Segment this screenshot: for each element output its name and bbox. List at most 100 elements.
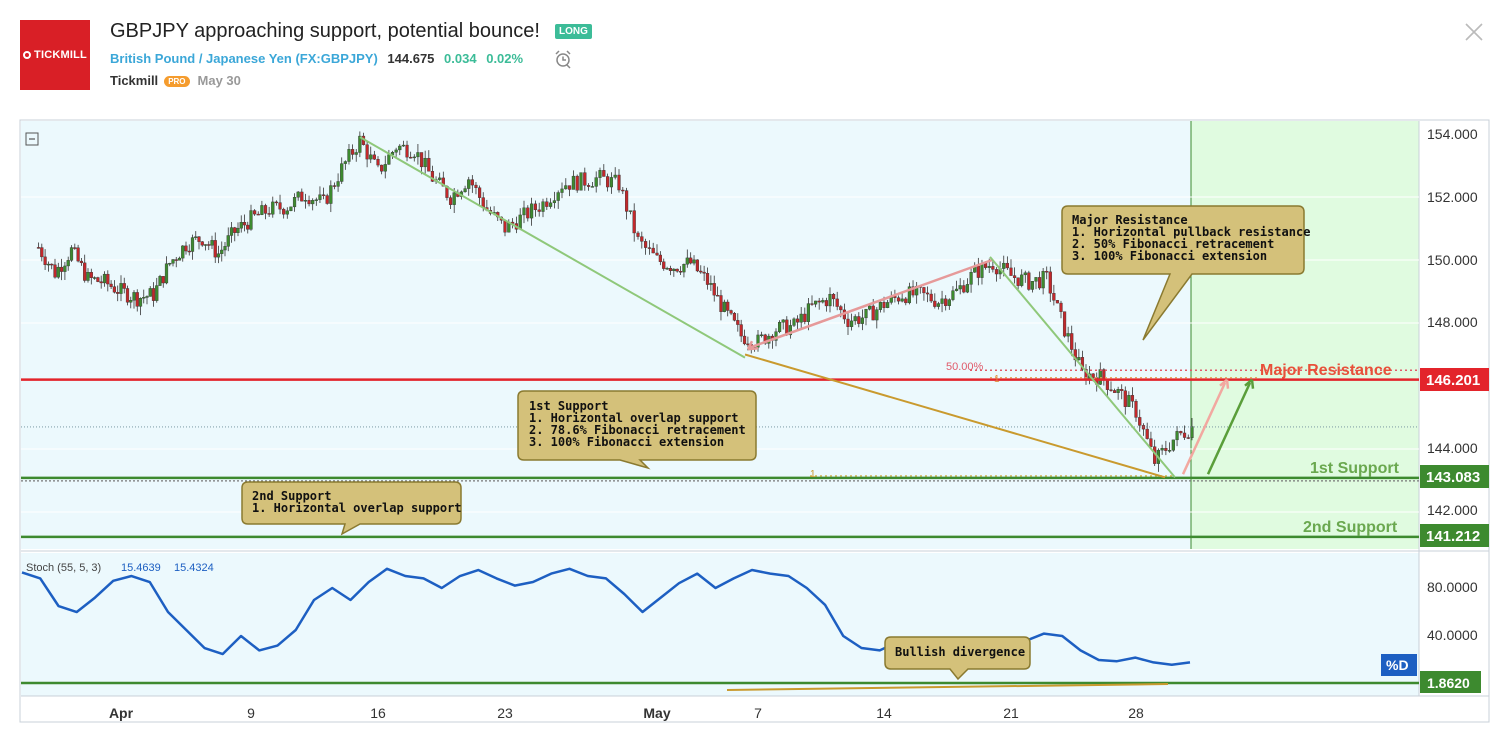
candle-body — [102, 273, 107, 284]
candle-body — [92, 277, 97, 279]
second-support-price-tag — [1420, 524, 1489, 547]
major-resistance-price: 146.201 — [1426, 372, 1480, 389]
down-leg-2 — [989, 256, 1176, 478]
first-support-price: 143.083 — [1426, 469, 1480, 486]
candle-body — [1175, 431, 1179, 441]
candle-body — [1105, 380, 1110, 390]
candle-body — [537, 209, 541, 212]
candle-body — [878, 301, 882, 310]
candle-body — [296, 191, 300, 198]
candle-body — [1034, 277, 1038, 282]
candle-body — [438, 177, 442, 180]
candle-body — [1005, 262, 1009, 269]
candle-body — [936, 303, 941, 307]
candle-body — [896, 297, 901, 302]
author-name[interactable]: Tickmill — [110, 73, 159, 88]
candle-body — [398, 145, 402, 151]
candle-body — [470, 179, 474, 186]
candle-body — [210, 240, 214, 246]
alarm-clock-icon[interactable] — [553, 49, 573, 69]
tickmill-logo[interactable]: TICKMILL — [20, 20, 90, 90]
close-icon[interactable] — [1464, 22, 1484, 42]
candle-body — [177, 257, 182, 261]
candle-body — [164, 263, 169, 284]
candle-body — [394, 149, 398, 153]
candle-body — [875, 309, 879, 321]
candle-body — [278, 202, 282, 210]
time-tick-label: 28 — [1128, 705, 1144, 721]
candle-body — [187, 250, 191, 253]
candle-body — [441, 177, 445, 187]
candle-body — [66, 260, 70, 267]
candle-body — [271, 201, 275, 215]
collapse-pane-icon[interactable] — [25, 132, 39, 146]
candle-body — [962, 285, 966, 293]
candle-body — [267, 213, 271, 215]
candle-body — [651, 247, 655, 254]
candle-body — [145, 296, 149, 298]
candle-body — [36, 247, 41, 249]
candle-body — [526, 207, 530, 219]
price-change: 0.034 — [444, 51, 477, 66]
candle-body — [606, 176, 610, 188]
candle-body — [347, 149, 351, 162]
candle-body — [792, 318, 796, 326]
candle-body — [991, 266, 995, 270]
candle-body — [380, 164, 384, 172]
candle-body — [99, 281, 103, 284]
candle-body — [43, 256, 47, 265]
time-tick-label: 23 — [497, 705, 513, 721]
candle-body — [63, 265, 67, 272]
candle-body — [282, 208, 286, 215]
candle-body — [702, 271, 706, 274]
candle-body — [1066, 333, 1070, 337]
stoch-indicator-name[interactable]: Stoch (55, 5, 3) — [26, 562, 101, 574]
stoch-d-badge-box — [1381, 654, 1417, 676]
candle-body — [155, 285, 159, 301]
candle-body — [583, 172, 587, 186]
logo-text: TICKMILL — [34, 49, 87, 61]
second-support-callout-box — [241, 481, 462, 536]
candle-body — [821, 300, 825, 303]
candle-body — [274, 201, 278, 204]
symbol-ticker-link[interactable]: (FX:GBPJPY) — [295, 51, 378, 66]
major-resistance-label: Major Resistance — [1260, 362, 1392, 379]
candle-body — [112, 286, 116, 293]
candle-body — [292, 197, 297, 208]
candle-body — [922, 287, 926, 294]
candle-body — [947, 299, 951, 306]
price-axis: 154.000 152.000 150.000 148.000 144.000 … — [1381, 126, 1489, 693]
candle-body — [119, 283, 123, 294]
candle-body — [736, 320, 740, 325]
publish-date: May 30 — [197, 73, 241, 88]
candle-body — [1041, 271, 1045, 289]
candle-body — [545, 201, 549, 207]
symbol-name-link[interactable]: British Pound / Japanese Yen — [110, 51, 292, 66]
candle-body — [788, 325, 792, 336]
candle-body — [594, 177, 598, 187]
candle-body — [285, 210, 289, 215]
candle-body — [452, 192, 456, 205]
candle-body — [699, 270, 703, 273]
author-line: Tickmill PRO May 30 — [110, 73, 241, 88]
candle-body — [303, 200, 308, 202]
candle-body — [564, 185, 568, 190]
time-tick-label: 14 — [876, 705, 892, 721]
candle-body — [976, 265, 980, 278]
candle-body — [1134, 401, 1138, 418]
candle-body — [636, 232, 640, 237]
candle-body — [1182, 432, 1187, 438]
candle-body — [778, 321, 782, 332]
candle-body — [1062, 311, 1067, 337]
candle-body — [860, 317, 864, 324]
candle-body — [817, 300, 821, 303]
candle-body — [223, 246, 227, 251]
candle-body — [1164, 448, 1168, 451]
candle-body — [1190, 426, 1194, 438]
candle-body — [925, 292, 930, 295]
candle-body — [412, 156, 416, 159]
first-support-price-tag — [1420, 465, 1489, 488]
candle-body — [161, 276, 165, 284]
candle-body — [726, 301, 730, 311]
